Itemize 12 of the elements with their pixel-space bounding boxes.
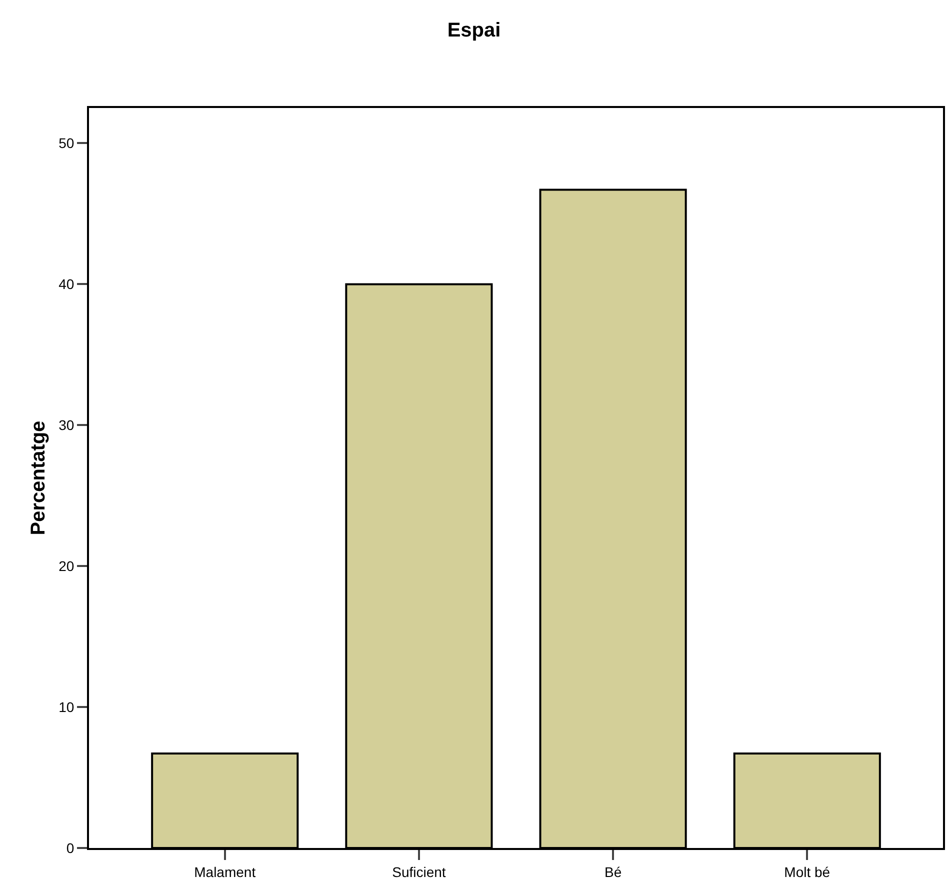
y-tick-label: 20: [58, 558, 74, 574]
x-tick-label: Suficient: [392, 864, 446, 880]
y-tick-label: 50: [58, 135, 74, 152]
chart-title: Espai: [447, 19, 501, 42]
x-tick-label: Molt bé: [784, 864, 830, 880]
y-tick-label: 0: [66, 840, 74, 856]
y-axis-title: Percentatge: [28, 420, 50, 536]
y-tick-label: 10: [58, 698, 74, 715]
y-tick-label: 30: [58, 417, 74, 434]
x-tick-label: Malament: [194, 864, 256, 880]
y-tick-label: 40: [58, 276, 74, 292]
x-tick-label: Bé: [604, 864, 622, 880]
